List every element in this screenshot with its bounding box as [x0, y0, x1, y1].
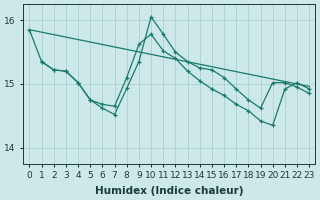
X-axis label: Humidex (Indice chaleur): Humidex (Indice chaleur) — [95, 186, 244, 196]
